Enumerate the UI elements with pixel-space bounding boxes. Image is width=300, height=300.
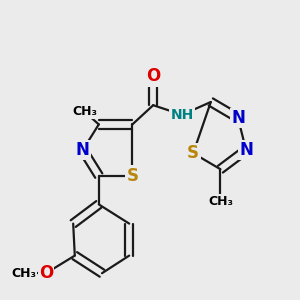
- Text: N: N: [76, 141, 90, 159]
- Text: O: O: [39, 264, 53, 282]
- Text: NH: NH: [170, 108, 194, 122]
- Text: S: S: [126, 167, 138, 184]
- Text: CH₃: CH₃: [208, 195, 233, 208]
- Text: N: N: [239, 141, 253, 159]
- Text: CH₃: CH₃: [72, 105, 97, 118]
- Text: N: N: [231, 109, 245, 127]
- Text: O: O: [146, 68, 160, 85]
- Text: CH₃: CH₃: [11, 267, 36, 280]
- Text: S: S: [187, 144, 199, 162]
